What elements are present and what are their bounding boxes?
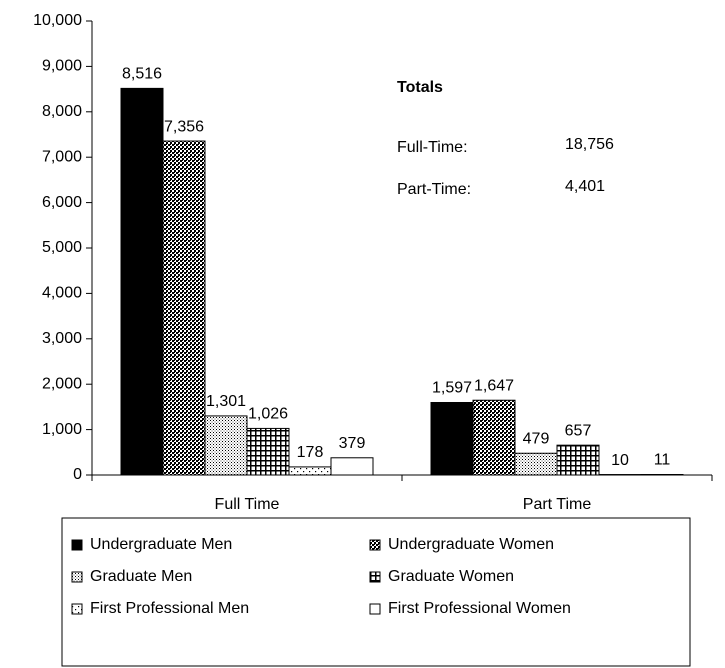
data-label: 10 — [611, 452, 629, 469]
y-tick-label: 9,000 — [42, 58, 82, 75]
bar — [514, 452, 558, 476]
y-tick-label: 7,000 — [42, 148, 82, 165]
x-tick-label: Part Time — [523, 496, 592, 513]
legend-label: First Professional Women — [388, 600, 571, 617]
legend-swatch — [71, 571, 83, 583]
data-label: 11 — [654, 452, 671, 469]
legend-swatch — [369, 603, 381, 615]
legend-label: Graduate Women — [388, 568, 514, 585]
x-tick-label: Full Time — [215, 496, 280, 513]
legend-label: Undergraduate Men — [90, 536, 232, 553]
legend-label: Undergraduate Women — [388, 536, 554, 553]
bar — [430, 401, 474, 476]
data-label: 7,356 — [164, 118, 204, 135]
bar — [556, 444, 600, 476]
y-tick-label: 3,000 — [42, 330, 82, 347]
annotation-label: Part-Time: — [397, 181, 471, 198]
legend-swatch — [369, 539, 381, 551]
bar — [162, 140, 206, 476]
bar — [288, 466, 332, 476]
data-label: 657 — [565, 422, 592, 439]
y-tick-label: 6,000 — [42, 194, 82, 211]
bar — [204, 415, 248, 476]
y-tick-label: 0 — [73, 466, 82, 483]
legend-label: First Professional Men — [90, 600, 249, 617]
data-label: 479 — [523, 430, 550, 447]
y-tick-label: 10,000 — [33, 12, 82, 29]
bar — [120, 87, 164, 476]
annotation-label: Full-Time: — [397, 139, 468, 156]
legend-swatch — [369, 571, 381, 583]
annotation-value: 4,401 — [565, 178, 605, 195]
legend-swatch — [71, 603, 83, 615]
bar — [472, 399, 516, 476]
data-label: 1,597 — [432, 380, 472, 397]
legend-swatch — [71, 539, 83, 551]
data-label: 379 — [339, 435, 366, 452]
y-tick-label: 2,000 — [42, 375, 82, 392]
data-label: 178 — [297, 444, 324, 461]
y-tick-label: 8,000 — [42, 103, 82, 120]
legend-label: Graduate Men — [90, 568, 192, 585]
data-label: 1,647 — [474, 377, 514, 394]
y-tick-label: 1,000 — [42, 421, 82, 438]
y-tick-label: 4,000 — [42, 285, 82, 302]
bar — [246, 427, 290, 476]
data-label: 8,516 — [122, 66, 162, 83]
annotation-title: Totals — [397, 79, 443, 96]
annotation-value: 18,756 — [565, 136, 614, 153]
y-tick-label: 5,000 — [42, 239, 82, 256]
bar — [330, 457, 374, 476]
data-label: 1,026 — [248, 406, 288, 423]
data-label: 1,301 — [206, 393, 246, 410]
